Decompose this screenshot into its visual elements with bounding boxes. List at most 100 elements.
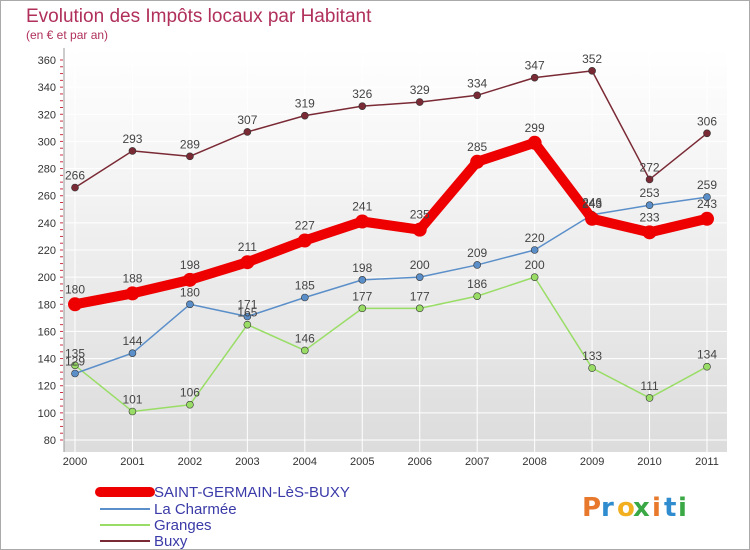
- y-tick-label: 120: [38, 381, 56, 393]
- data-point: [415, 273, 424, 281]
- data-label: 319: [295, 97, 315, 111]
- data-label: 133: [582, 349, 602, 363]
- data-label: 211: [238, 240, 257, 254]
- data-point: [588, 67, 596, 75]
- data-label: 198: [180, 258, 200, 272]
- data-point: [243, 320, 252, 329]
- series-line: [70, 137, 712, 310]
- data-label: 253: [640, 186, 660, 200]
- series-1: [68, 135, 714, 312]
- data-point: [240, 255, 255, 270]
- series-line: [74, 70, 708, 189]
- logo-letter: P: [582, 493, 601, 523]
- data-label: 185: [295, 279, 315, 293]
- data-point: [527, 135, 542, 150]
- data-label: 352: [582, 52, 602, 66]
- grid-layer: [64, 48, 727, 452]
- data-label: 134: [697, 348, 717, 362]
- data-label: 334: [467, 76, 487, 90]
- x-tick-label: 2007: [465, 456, 489, 468]
- data-label: 243: [582, 197, 602, 211]
- series-layer: [68, 67, 714, 416]
- y-tick-label: 280: [38, 164, 56, 176]
- data-point: [415, 304, 424, 313]
- data-point: [128, 147, 137, 155]
- data-label: 266: [65, 169, 85, 183]
- data-point: [125, 286, 140, 301]
- data-label: 220: [525, 231, 545, 245]
- chart-subtitle: (en € et par an): [26, 28, 108, 42]
- y-tick-label: 160: [38, 326, 56, 338]
- data-point: [301, 346, 309, 355]
- data-label: 306: [697, 114, 717, 128]
- data-label: 101: [122, 393, 142, 407]
- data-label: 177: [410, 289, 430, 303]
- y-tick-label: 320: [38, 109, 56, 121]
- data-point: [128, 407, 137, 416]
- x-tick-label: 2003: [235, 456, 259, 468]
- data-point: [585, 211, 600, 226]
- x-tick-label: 2009: [580, 456, 604, 468]
- data-point: [530, 73, 539, 82]
- x-tick-label: 2005: [350, 456, 374, 468]
- data-label: 259: [697, 178, 717, 192]
- logo-letter: i: [678, 493, 687, 523]
- data-point: [358, 276, 367, 284]
- data-label: 241: [352, 200, 372, 214]
- data-point: [415, 98, 424, 106]
- data-point: [703, 129, 711, 138]
- data-label: 188: [122, 271, 142, 285]
- data-label: 165: [237, 306, 257, 320]
- data-point: [645, 201, 654, 210]
- y-tick-label: 180: [38, 299, 56, 311]
- x-tick-label: 2001: [120, 456, 144, 468]
- data-point: [243, 312, 252, 321]
- data-point: [645, 175, 654, 184]
- logo-letter: t: [664, 493, 676, 523]
- data-point: [412, 222, 427, 237]
- data-label: 186: [467, 277, 487, 291]
- data-label: 146: [295, 331, 315, 345]
- x-tick-label: 2002: [178, 456, 202, 468]
- data-point: [71, 183, 79, 192]
- legend-label: SAINT-GERMAIN-LèS-BUXY: [154, 484, 350, 501]
- data-label: 293: [122, 132, 142, 146]
- data-point: [473, 261, 481, 269]
- data-point: [358, 304, 367, 313]
- y-tick-label: 240: [38, 218, 56, 230]
- data-label: 171: [237, 298, 257, 312]
- data-point: [297, 233, 312, 248]
- y-tick-label: 140: [38, 354, 56, 366]
- data-point: [301, 111, 309, 120]
- data-point: [588, 364, 596, 372]
- y-tick-label: 300: [38, 136, 56, 148]
- data-label: 106: [180, 386, 200, 400]
- data-point: [186, 400, 194, 409]
- y-tick-label: 80: [44, 435, 56, 447]
- y-tick-label: 200: [38, 272, 56, 284]
- data-point: [703, 193, 711, 201]
- data-label: 111: [640, 379, 659, 393]
- data-label: 307: [237, 113, 257, 127]
- legend-label: La Charmée: [154, 501, 237, 518]
- data-label: 326: [352, 87, 372, 101]
- series-line: [74, 196, 708, 375]
- data-label: 180: [65, 282, 85, 296]
- data-label: 233: [640, 210, 660, 224]
- x-tick-label: 2008: [522, 456, 546, 468]
- label-layer: 1801881982112272412352852992432332431291…: [65, 52, 717, 407]
- x-tick-label: 2011: [695, 456, 719, 468]
- data-label: 177: [352, 289, 372, 303]
- x-tick-label: 2010: [637, 456, 661, 468]
- data-point: [301, 293, 309, 302]
- data-point: [703, 362, 711, 371]
- data-point: [68, 297, 82, 312]
- y-tick-label: 100: [38, 408, 56, 420]
- data-label: 289: [180, 137, 200, 151]
- data-label: 329: [410, 83, 430, 97]
- data-label: 198: [352, 261, 372, 275]
- x-tick-label: 2000: [63, 456, 87, 468]
- data-label: 347: [525, 59, 545, 73]
